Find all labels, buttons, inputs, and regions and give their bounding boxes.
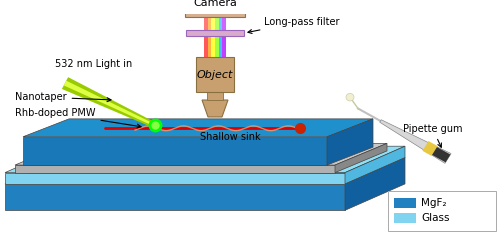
Polygon shape <box>380 120 451 163</box>
Bar <box>222 36 226 57</box>
Text: Pipette gum: Pipette gum <box>403 124 462 147</box>
Text: Camera: Camera <box>193 0 237 8</box>
Text: Glass: Glass <box>421 213 450 223</box>
Text: 532 nm Light in: 532 nm Light in <box>55 59 132 69</box>
Polygon shape <box>62 77 156 128</box>
Bar <box>215 36 218 57</box>
Polygon shape <box>422 141 438 156</box>
Polygon shape <box>432 147 450 162</box>
Polygon shape <box>5 146 405 173</box>
Bar <box>204 36 208 57</box>
Bar <box>207 93 223 100</box>
Polygon shape <box>5 184 345 210</box>
Text: MgF₂: MgF₂ <box>421 198 446 208</box>
Bar <box>222 17 226 30</box>
Text: Long-pass filter: Long-pass filter <box>248 17 340 33</box>
Polygon shape <box>345 157 405 210</box>
Polygon shape <box>345 146 405 184</box>
Bar <box>212 36 215 57</box>
Polygon shape <box>23 137 327 165</box>
Polygon shape <box>23 119 373 137</box>
Bar <box>212 17 215 30</box>
Bar <box>204 17 208 30</box>
Bar <box>208 36 212 57</box>
Bar <box>215 17 218 30</box>
Polygon shape <box>327 119 373 165</box>
Polygon shape <box>64 81 156 126</box>
Text: Rhb-doped PMW: Rhb-doped PMW <box>15 108 141 128</box>
Polygon shape <box>335 143 387 173</box>
Bar <box>186 30 244 36</box>
Polygon shape <box>15 165 335 173</box>
Bar <box>218 17 222 30</box>
Text: Nanotaper: Nanotaper <box>15 92 111 102</box>
Bar <box>208 17 212 30</box>
Circle shape <box>346 93 354 101</box>
Bar <box>196 57 234 93</box>
Text: Shallow sink: Shallow sink <box>200 132 260 142</box>
Polygon shape <box>5 157 405 184</box>
Polygon shape <box>5 173 345 184</box>
Bar <box>388 191 496 231</box>
Polygon shape <box>202 100 228 117</box>
Bar <box>185 0 245 17</box>
Text: Object: Object <box>197 70 233 80</box>
Polygon shape <box>15 143 387 165</box>
Bar <box>394 198 416 208</box>
Bar <box>394 213 416 223</box>
Bar <box>218 36 222 57</box>
